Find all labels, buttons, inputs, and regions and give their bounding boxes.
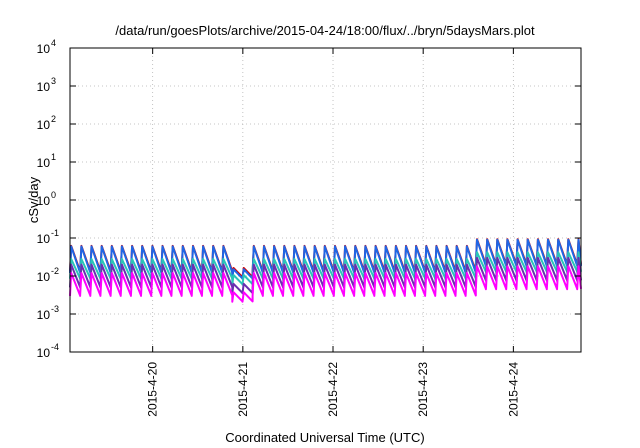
y-tick-exponent: 4 <box>51 38 56 48</box>
y-tick-exponent: -4 <box>51 342 59 352</box>
y-tick-exponent: 0 <box>51 190 56 200</box>
y-tick-exponent: 2 <box>51 114 56 124</box>
y-tick-label: 10 <box>37 194 51 208</box>
x-tick-label: 2015-4-24 <box>506 362 520 417</box>
y-tick-label: 10 <box>37 80 51 94</box>
y-axis-label: cSv/day <box>26 176 41 223</box>
y-tick-exponent: 3 <box>51 76 56 86</box>
series-line-2 <box>69 238 582 280</box>
y-tick-exponent: -3 <box>51 304 59 314</box>
y-tick-exponent: -2 <box>51 266 59 276</box>
plot-frame <box>69 47 582 353</box>
y-tick-label: 10 <box>37 308 51 322</box>
x-axis-label: Coordinated Universal Time (UTC) <box>225 430 424 445</box>
y-tick-label: 10 <box>37 118 51 132</box>
y-tick-label: 10 <box>37 346 51 360</box>
x-tick-label: 2015-4-23 <box>416 362 430 417</box>
y-tick-exponent: -1 <box>51 228 59 238</box>
y-tick-exponent: 1 <box>51 152 56 162</box>
y-tick-label: 10 <box>37 42 51 56</box>
y-tick-label: 10 <box>37 232 51 246</box>
x-tick-label: 2015-4-22 <box>326 362 340 417</box>
chart-title: /data/run/goesPlots/archive/2015-04-24/1… <box>115 23 535 38</box>
x-tick-label: 2015-4-21 <box>236 362 250 417</box>
x-tick-label: 2015-4-20 <box>146 362 160 417</box>
series-layer <box>69 238 582 303</box>
y-tick-label: 10 <box>37 156 51 170</box>
series-line-5 <box>69 265 582 303</box>
grid <box>70 47 581 353</box>
y-tick-label: 10 <box>37 270 51 284</box>
